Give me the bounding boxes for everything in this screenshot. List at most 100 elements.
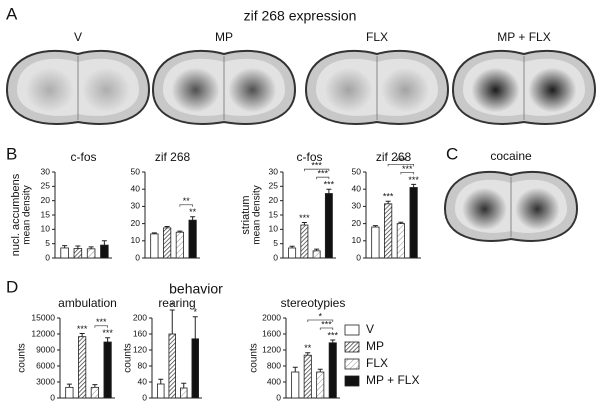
y-tick-label: 6000: [36, 360, 55, 370]
chart-title: c-fos: [296, 150, 322, 164]
y-tick-label: 0: [135, 252, 140, 262]
chart-title: c-fos: [70, 150, 96, 164]
error-bar: [79, 332, 85, 337]
error-bar: [105, 337, 111, 342]
striatum: [462, 187, 508, 231]
striatum: [471, 67, 520, 113]
error-bar: [317, 368, 323, 372]
significance-stars: ***: [102, 328, 113, 338]
error-bar: [92, 384, 98, 388]
bracket-label: ***: [402, 164, 413, 174]
y-axis-label: counts: [17, 343, 28, 372]
panel-label: B: [6, 144, 17, 163]
error-bar: [181, 382, 187, 388]
panel-title: zif 268 expression: [244, 8, 357, 24]
significance-stars: *: [193, 307, 197, 317]
chart-title: zif 268: [376, 150, 412, 164]
y-tick-label: 3000: [36, 376, 55, 386]
bar: [103, 341, 112, 399]
legend-label: MP + FLX: [366, 373, 419, 387]
y-tick-label: 30: [41, 166, 51, 176]
y-tick-label: 10: [269, 224, 279, 234]
error-bar: [190, 216, 196, 221]
error-bar: [192, 316, 198, 339]
bar: [384, 203, 393, 259]
image-label: V: [74, 30, 82, 44]
bar: [175, 231, 184, 259]
y-tick-label: 800: [267, 360, 281, 370]
y-tick-label: 5: [45, 238, 50, 248]
bar: [288, 247, 297, 259]
y-tick-label: 40: [138, 376, 148, 386]
y-tick-label: 10: [41, 224, 51, 234]
bar: [60, 247, 69, 259]
error-bar: [158, 378, 164, 384]
error-bar: [292, 366, 298, 372]
significance-bracket: [319, 327, 334, 330]
y-tick-label: 0: [276, 392, 281, 402]
error-bar: [326, 188, 332, 194]
error-bar: [301, 221, 307, 226]
legend-label: V: [366, 322, 374, 336]
brain-image: [151, 49, 297, 125]
panel-title: cocaine: [490, 149, 532, 163]
bar: [191, 338, 199, 399]
bar: [300, 224, 309, 259]
error-bar: [305, 352, 311, 356]
legend-swatch: [344, 341, 360, 353]
legend-swatch: [344, 375, 360, 387]
y-tick-label: 120: [133, 344, 147, 354]
significance-stars: ***: [77, 324, 88, 334]
brain-image: [304, 49, 450, 125]
bracket-label: ***: [96, 317, 107, 327]
y-tick-label: 30: [131, 201, 141, 211]
bar: [303, 354, 312, 399]
y-axis-label: nucl. accumbens: [10, 173, 22, 256]
panel-label: A: [6, 4, 18, 23]
chart-title: rearing: [158, 296, 195, 310]
y-axis-label: mean density: [22, 185, 33, 244]
image-label: MP + FLX: [497, 30, 550, 44]
striatum: [171, 67, 220, 113]
image-label: FLX: [366, 30, 388, 44]
y-tick-label: 10: [352, 235, 362, 245]
error-bar: [66, 383, 72, 388]
y-tick-label: 80: [138, 360, 148, 370]
significance-stars: **: [304, 343, 312, 353]
y-tick-label: 50: [352, 166, 362, 176]
bar: [65, 386, 74, 399]
y-axis-label: counts: [249, 343, 260, 372]
bar: [312, 250, 321, 259]
bracket-label: **: [183, 196, 191, 206]
error-bar: [169, 309, 175, 334]
bracket-label: *: [318, 311, 322, 321]
significance-stars: ***: [327, 330, 338, 340]
bar: [168, 333, 176, 399]
bar: [188, 219, 197, 259]
panel-title: behavior: [169, 281, 223, 297]
y-tick-label: 15: [41, 209, 51, 219]
bracket-label: ***: [317, 169, 328, 179]
y-axis-label: counts: [123, 343, 134, 372]
y-tick-label: 25: [269, 181, 279, 191]
y-tick-label: 1200: [262, 344, 281, 354]
y-tick-label: 40: [352, 183, 362, 193]
legend-swatch: [344, 324, 360, 336]
striatum: [324, 67, 373, 113]
chart-title: ambulation: [58, 296, 117, 310]
error-bar: [75, 245, 81, 249]
chart-title: stereotypies: [281, 296, 346, 310]
significance-bracket: [94, 325, 109, 328]
y-tick-label: 50: [131, 166, 141, 176]
y-tick-label: 30: [269, 166, 279, 176]
y-tick-label: 20: [131, 218, 141, 228]
bar: [157, 383, 165, 399]
y-tick-label: 40: [131, 183, 141, 193]
brain-image: [443, 170, 579, 242]
error-bar: [385, 200, 391, 204]
bracket-label: ***: [311, 161, 322, 171]
y-tick-label: 10: [131, 235, 141, 245]
y-tick-label: 12000: [31, 328, 55, 338]
chart-title: zif 268: [155, 150, 191, 164]
